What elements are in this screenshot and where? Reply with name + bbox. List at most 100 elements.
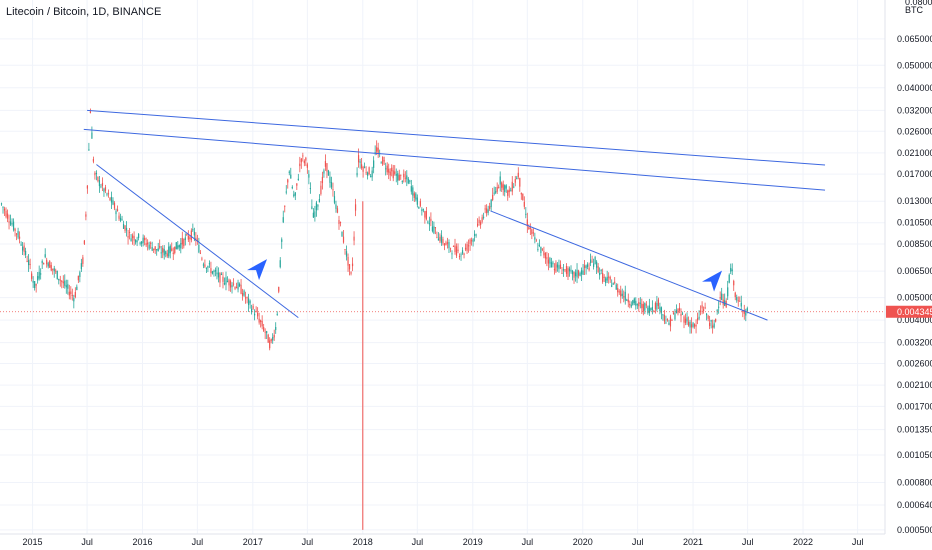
candle-body [621, 293, 623, 296]
candle-body [508, 189, 510, 193]
candle-body [205, 267, 208, 269]
candle-body [400, 174, 402, 176]
candle-body [665, 322, 667, 324]
time-tick-label: 2019 [463, 537, 483, 547]
candle-body [333, 196, 336, 203]
price-axis[interactable]: 0.080000BTC 0.065000 0.050000 0.040000 0.032… [897, 0, 932, 535]
candle-body [172, 252, 174, 254]
candle-body [21, 246, 24, 251]
candle-body [736, 297, 738, 301]
candle-body [620, 290, 622, 297]
candle-body [50, 265, 52, 271]
candle-body [505, 185, 507, 189]
arrow-icon[interactable] [247, 259, 268, 281]
candle-body [672, 312, 675, 314]
candle-body [332, 189, 334, 191]
candle-body [184, 237, 186, 241]
candle-body [733, 280, 735, 286]
candle-body [507, 190, 509, 196]
candle-body [576, 269, 578, 278]
candle-body [490, 199, 492, 208]
candle-body [52, 268, 54, 270]
candle-body [269, 340, 271, 349]
candle-body [109, 197, 111, 201]
candle-body [558, 265, 560, 270]
candle-body [85, 214, 87, 217]
candle-body [574, 272, 577, 277]
candle-body [626, 299, 628, 301]
price-tick-label: 0.005000 [897, 293, 932, 303]
candle-body [638, 302, 640, 307]
trendline[interactable] [83, 128, 826, 191]
candle-body [577, 270, 580, 276]
candle-body [571, 270, 574, 275]
candle-body [357, 155, 360, 163]
candle-body [166, 253, 168, 257]
candle-body [246, 297, 248, 299]
candle-body [559, 264, 562, 269]
candle-body [225, 277, 227, 285]
candle-body [703, 309, 705, 312]
candle-body [684, 318, 687, 323]
candle-body [214, 269, 217, 272]
time-tick-label: Jul [192, 537, 204, 547]
time-axis[interactable]: 2015 Jul 2016 Jul 2017 Jul 2018 Jul 2019 Jul 2020 J… [23, 537, 864, 547]
candle-body [79, 272, 81, 278]
candle-body [315, 202, 317, 211]
candle-body [645, 304, 647, 306]
trendline[interactable] [490, 210, 768, 321]
candle-body [709, 322, 711, 327]
candle-body [425, 211, 427, 220]
candle-body [671, 319, 673, 321]
candle-body [463, 253, 465, 255]
time-tick-label: Jul [632, 537, 644, 547]
candle-body [629, 303, 631, 306]
candle-body [88, 149, 90, 151]
candle-body [3, 208, 6, 211]
candle-body [597, 266, 599, 272]
candle-body [715, 318, 717, 322]
candle-body [721, 293, 723, 300]
candle-body [633, 298, 635, 304]
candle-body [302, 155, 304, 157]
candle-body [627, 299, 629, 303]
candle-body [458, 256, 461, 257]
candle-body [196, 239, 198, 241]
candle-body [127, 235, 129, 238]
price-tick-label: 0.002600 [897, 359, 932, 369]
candle-body [2, 206, 4, 208]
price-axis-panel [885, 0, 932, 534]
candle-body [642, 304, 644, 312]
candle-body [195, 237, 197, 241]
candle-body [324, 161, 327, 167]
trendline[interactable] [87, 109, 826, 166]
candle-body [25, 250, 27, 255]
candle-body [451, 253, 453, 255]
candle-body [657, 299, 660, 306]
candle-body [493, 192, 495, 194]
candle-body [35, 284, 37, 286]
candle-body [418, 206, 420, 209]
candle-body [710, 320, 712, 322]
candle-body [208, 263, 211, 265]
arrow-icon[interactable] [702, 270, 723, 292]
last-price-tag: 0.004345 [886, 305, 932, 318]
trendline[interactable] [96, 164, 299, 319]
candle-body [279, 260, 281, 268]
candle-body [150, 242, 152, 244]
candle-body [739, 300, 741, 302]
candle-body [662, 314, 664, 316]
candle-body [151, 247, 153, 251]
candle-body [104, 187, 107, 191]
candle-body [624, 291, 626, 301]
price-tick-label: 0.040000 [897, 83, 932, 93]
candle-body [522, 193, 524, 201]
candle-body [681, 313, 684, 315]
candle-body [565, 266, 568, 274]
candle-body [403, 173, 405, 178]
candle-body [365, 172, 367, 174]
candle-body [464, 247, 467, 250]
candle-body [353, 236, 355, 241]
candle-body [339, 221, 342, 224]
